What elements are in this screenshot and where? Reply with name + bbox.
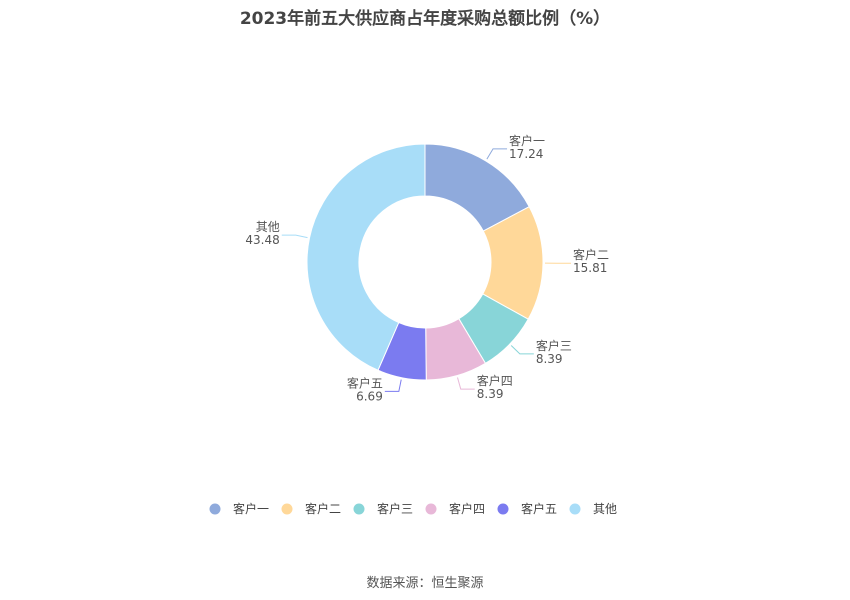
legend-label-2[interactable]: 客户三 (377, 501, 413, 516)
slice-label-name-1: 客户二 (573, 247, 609, 262)
slice-label-name-3: 客户四 (477, 373, 513, 388)
slice-label-name-5: 其他 (256, 220, 280, 234)
leader-line-5 (281, 234, 308, 239)
leader-line-3 (457, 377, 475, 390)
legend-label-3[interactable]: 客户四 (449, 501, 485, 516)
legend-label-5[interactable]: 其他 (593, 502, 617, 516)
slice-label-name-2: 客户三 (536, 338, 572, 353)
legend-label-1[interactable]: 客户二 (305, 501, 341, 516)
legend-marker-3[interactable] (425, 503, 437, 515)
legend-marker-1[interactable] (281, 503, 293, 515)
slice-label-name-4: 客户五 (347, 375, 383, 390)
slice-label-value-3: 8.39 (477, 387, 504, 401)
slice-label-value-5: 43.48 (245, 233, 279, 247)
legend-marker-0[interactable] (209, 503, 221, 515)
slice-label-value-0: 17.24 (509, 147, 543, 161)
legend-marker-2[interactable] (353, 503, 365, 515)
leader-line-0 (486, 148, 508, 160)
slice-5[interactable] (306, 143, 426, 371)
legend-marker-4[interactable] (497, 503, 509, 515)
data-source: 数据来源：恒生聚源 (366, 576, 484, 591)
legend-label-4[interactable]: 客户五 (521, 501, 557, 516)
legend-label-0[interactable]: 客户一 (233, 501, 269, 516)
leader-line-4 (384, 379, 402, 392)
legend-marker-5[interactable] (569, 503, 581, 515)
slice-label-value-4: 6.69 (356, 389, 383, 403)
slice-label-value-2: 8.39 (536, 352, 563, 366)
legend: 客户一 客户二 客户三 客户四 客户五 其他 (209, 501, 617, 516)
slice-label-value-1: 15.81 (573, 261, 607, 275)
slice-label-name-0: 客户一 (509, 133, 545, 148)
slices-group (306, 143, 544, 381)
leader-line-2 (510, 345, 534, 355)
labels-group: 客户一17.24客户二15.81客户三8.39客户四8.39客户五6.69其他4… (245, 133, 609, 403)
chart-title: 2023年前五大供应商占年度采购总额比例（%） (239, 9, 611, 29)
